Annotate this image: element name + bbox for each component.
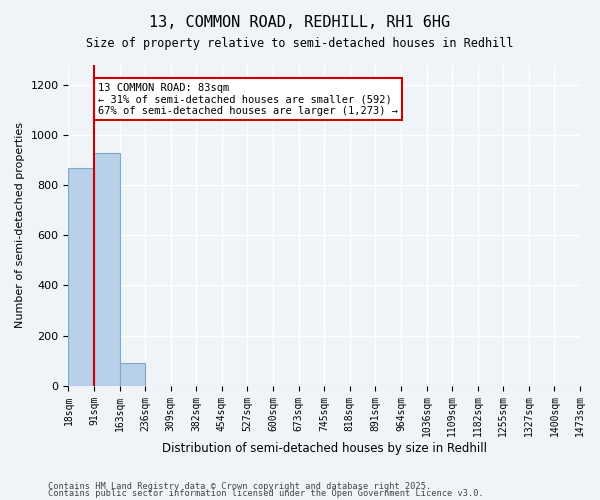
Text: Size of property relative to semi-detached houses in Redhill: Size of property relative to semi-detach… (86, 38, 514, 51)
Bar (68, 168, 94, 386)
X-axis label: Distribution of semi-detached houses by size in Redhill: Distribution of semi-detached houses by … (162, 442, 487, 455)
Text: Contains HM Land Registry data © Crown copyright and database right 2025.: Contains HM Land Registry data © Crown c… (48, 482, 431, 491)
Y-axis label: Number of semi-detached properties: Number of semi-detached properties (15, 122, 25, 328)
Text: 13, COMMON ROAD, REDHILL, RH1 6HG: 13, COMMON ROAD, REDHILL, RH1 6HG (149, 15, 451, 30)
Text: 13 COMMON ROAD: 83sqm
← 31% of semi-detached houses are smaller (592)
67% of sem: 13 COMMON ROAD: 83sqm ← 31% of semi-deta… (98, 82, 398, 116)
Bar (119, 363, 145, 386)
Text: Contains public sector information licensed under the Open Government Licence v3: Contains public sector information licen… (48, 490, 484, 498)
Bar (94, 152, 119, 386)
